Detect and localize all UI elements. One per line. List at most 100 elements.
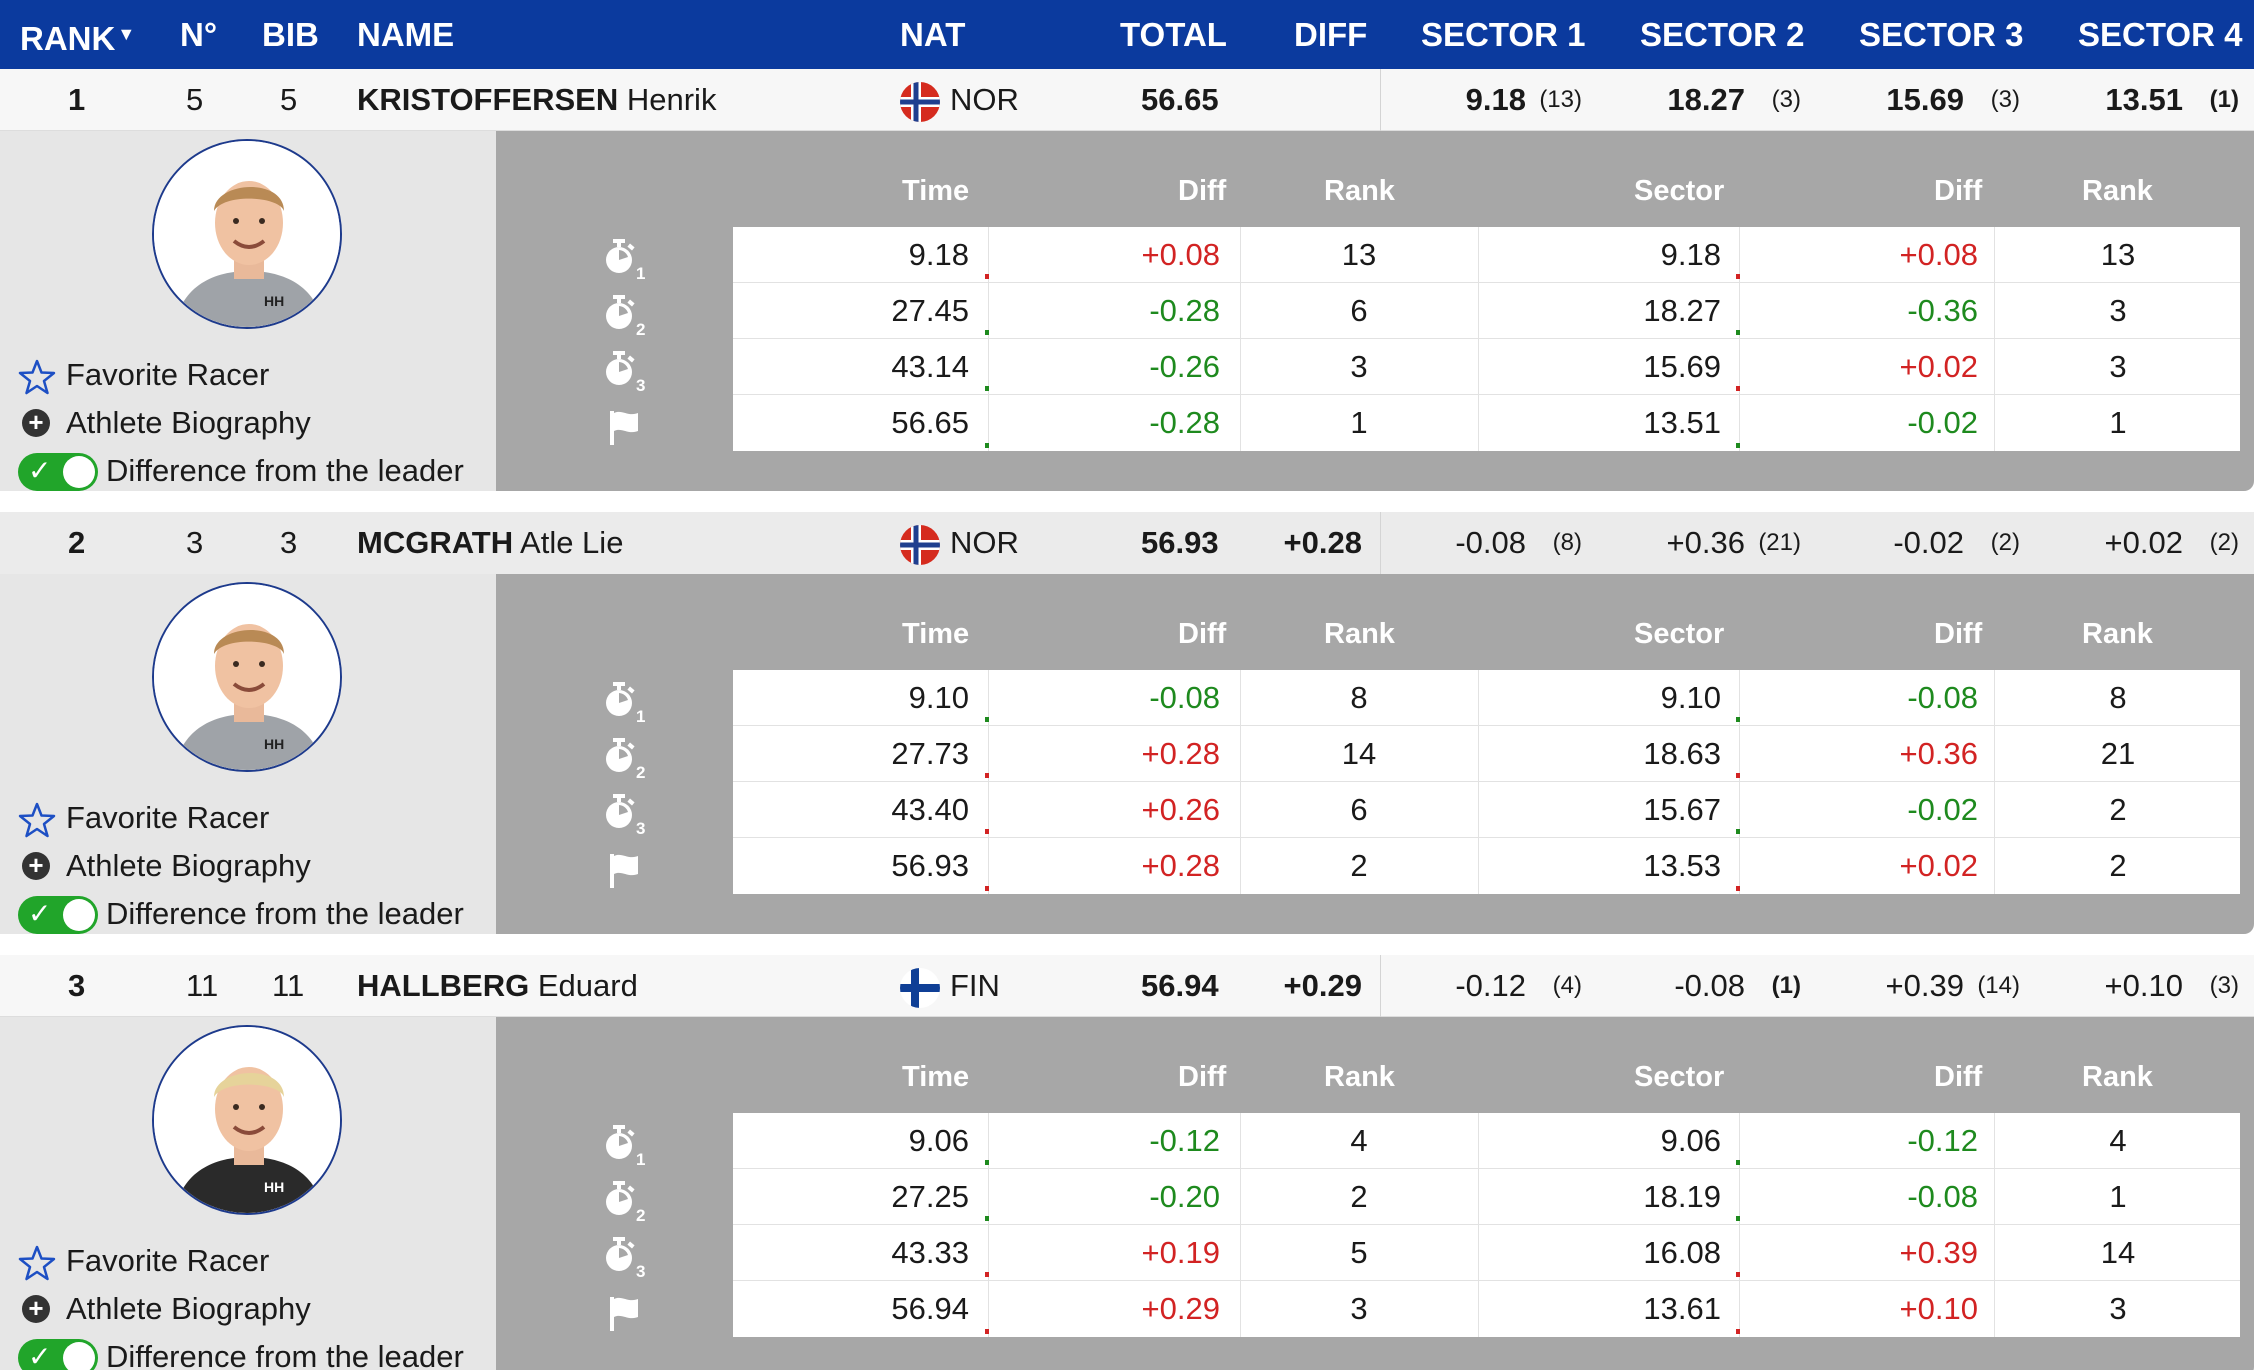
header-rank[interactable]: RANK ▼ bbox=[20, 20, 136, 57]
athlete-photo: HH bbox=[152, 1025, 342, 1215]
split-sector: 13.61 bbox=[1643, 1291, 1721, 1326]
split-sdiff: -0.02 bbox=[1907, 792, 1978, 827]
athlete-profile-panel: HH Favorite Racer + Athlete Biography ✓ … bbox=[0, 131, 496, 491]
split-diff: -0.28 bbox=[1149, 293, 1220, 328]
split-time: 9.10 bbox=[908, 680, 969, 715]
trend-marker bbox=[1736, 886, 1740, 891]
split-sdiff: +0.08 bbox=[1899, 237, 1978, 272]
sector-1-value: 9.18 bbox=[1465, 82, 1526, 117]
col-time: Time bbox=[902, 618, 970, 650]
toggle-switch[interactable]: ✓ bbox=[18, 896, 98, 934]
col-rank: Rank bbox=[1324, 175, 1395, 207]
trend-marker bbox=[1736, 1160, 1740, 1165]
header-diff: DIFF bbox=[1294, 16, 1368, 53]
col-time: Time bbox=[902, 175, 970, 207]
athlete-detail-panel: HH Favorite Racer + Athlete Biography ✓ … bbox=[0, 131, 2254, 491]
split-srank: 3 bbox=[2109, 349, 2127, 384]
stopwatch-1-icon: 1 bbox=[602, 237, 646, 283]
trend-marker bbox=[1736, 274, 1740, 279]
check-icon: ✓ bbox=[28, 1341, 52, 1370]
sector-3-rank: (2) bbox=[1990, 529, 2020, 556]
athlete-name[interactable]: KRISTOFFERSEN Henrik bbox=[357, 82, 717, 117]
split-row: 56.94 +0.29 3 13.61 +0.10 3 bbox=[733, 1281, 2240, 1337]
split-srank: 13 bbox=[2100, 237, 2136, 272]
split-time: 43.33 bbox=[891, 1235, 969, 1270]
col-sector-diff: Diff bbox=[1934, 618, 1983, 650]
split-sector: 18.19 bbox=[1643, 1179, 1721, 1214]
split-srank: 8 bbox=[2109, 680, 2127, 715]
split-row: 43.33 +0.19 5 16.08 +0.39 14 bbox=[733, 1225, 2240, 1281]
athlete-name[interactable]: HALLBERG Eduard bbox=[357, 968, 638, 1003]
plus-circle-icon: + bbox=[22, 1295, 50, 1323]
col-diff: Diff bbox=[1178, 1061, 1227, 1093]
sector-3-rank: (3) bbox=[1990, 86, 2020, 113]
header-sector-2: SECTOR 2 bbox=[1640, 16, 1805, 53]
split-sector: 15.69 bbox=[1643, 349, 1721, 384]
column-divider bbox=[1994, 670, 1995, 894]
split-sector: 15.67 bbox=[1643, 792, 1721, 827]
start-number: 11 bbox=[186, 968, 219, 1003]
split-sdiff: -0.08 bbox=[1907, 680, 1978, 715]
trend-marker bbox=[1736, 443, 1740, 448]
sort-caret-icon: ▼ bbox=[117, 24, 136, 44]
bib-number: 5 bbox=[280, 82, 298, 117]
athlete-detail-panel: HH Favorite Racer + Athlete Biography ✓ … bbox=[0, 1017, 2254, 1370]
split-sector: 13.53 bbox=[1643, 848, 1721, 883]
athlete-summary-row[interactable]: 3 11 11 HALLBERG Eduard FIN 56.94 +0.29 … bbox=[0, 955, 2254, 1017]
col-rank: Rank bbox=[1324, 1061, 1395, 1093]
split-time: 43.14 bbox=[891, 349, 969, 384]
trend-marker bbox=[1736, 386, 1740, 391]
split-sector: 16.08 bbox=[1643, 1235, 1721, 1270]
column-divider bbox=[988, 227, 989, 451]
total-diff: +0.28 bbox=[1283, 525, 1362, 560]
split-row: 43.14 -0.26 3 15.69 +0.02 3 bbox=[733, 339, 2240, 395]
svg-text:3: 3 bbox=[636, 1262, 645, 1279]
split-row: 27.73 +0.28 14 18.63 +0.36 21 bbox=[733, 726, 2240, 782]
split-row: 27.25 -0.20 2 18.19 -0.08 1 bbox=[733, 1169, 2240, 1225]
trend-marker bbox=[1736, 1272, 1740, 1277]
col-sector-diff: Diff bbox=[1934, 1061, 1983, 1093]
nation-code: NOR bbox=[950, 82, 1019, 117]
split-sector: 18.63 bbox=[1643, 736, 1721, 771]
split-time: 27.25 bbox=[891, 1179, 969, 1214]
trend-marker bbox=[985, 829, 989, 834]
athlete-summary-row[interactable]: 2 3 3 MCGRATH Atle Lie NOR 56.93 +0.28 -… bbox=[0, 512, 2254, 574]
athlete-name[interactable]: MCGRATH Atle Lie bbox=[357, 525, 624, 560]
sector-4-rank: (3) bbox=[2209, 972, 2239, 999]
split-rank: 5 bbox=[1350, 1235, 1368, 1270]
col-sector-rank: Rank bbox=[2082, 618, 2153, 650]
split-sdiff: +0.39 bbox=[1899, 1235, 1978, 1270]
svg-text:2: 2 bbox=[636, 320, 645, 337]
rank-value: 3 bbox=[68, 968, 86, 1003]
nation-code: FIN bbox=[950, 968, 1000, 1003]
col-sector: Sector bbox=[1634, 175, 1725, 207]
flag-fin-icon bbox=[900, 968, 940, 1008]
total-diff: +0.29 bbox=[1283, 968, 1362, 1003]
results-header: RANK ▼ N° BIB NAME NAT TOTAL DIFF SECTOR … bbox=[0, 0, 2254, 69]
svg-text:1: 1 bbox=[636, 1150, 645, 1167]
athlete-summary-row[interactable]: 1 5 5 KRISTOFFERSEN Henrik NOR 56.65 9.1… bbox=[0, 69, 2254, 131]
sector-2-rank: (21) bbox=[1758, 529, 1801, 556]
sector-1-rank: (4) bbox=[1552, 972, 1582, 999]
column-divider bbox=[1739, 670, 1740, 894]
column-divider bbox=[1739, 1113, 1740, 1337]
star-icon bbox=[18, 1245, 56, 1281]
split-rank: 3 bbox=[1350, 349, 1368, 384]
stopwatch-1-icon: 1 bbox=[602, 680, 646, 726]
sector-4-rank: (2) bbox=[2209, 529, 2239, 556]
split-sector: 9.10 bbox=[1660, 680, 1721, 715]
stopwatch-1-icon: 1 bbox=[602, 1123, 646, 1169]
header-bib: BIB bbox=[262, 16, 319, 53]
total-time: 56.94 bbox=[1141, 968, 1219, 1003]
column-divider bbox=[1994, 1113, 1995, 1337]
toggle-switch[interactable]: ✓ bbox=[18, 1339, 98, 1370]
column-divider bbox=[1240, 1113, 1241, 1337]
split-srank: 1 bbox=[2109, 1179, 2127, 1214]
sector-3-rank: (14) bbox=[1977, 972, 2020, 999]
plus-circle-icon: + bbox=[22, 409, 50, 437]
toggle-switch[interactable]: ✓ bbox=[18, 453, 98, 491]
header-nat: NAT bbox=[900, 16, 966, 53]
split-diff: +0.28 bbox=[1141, 736, 1220, 771]
sector-1-rank: (13) bbox=[1539, 86, 1582, 113]
split-sdiff: +0.36 bbox=[1899, 736, 1978, 771]
